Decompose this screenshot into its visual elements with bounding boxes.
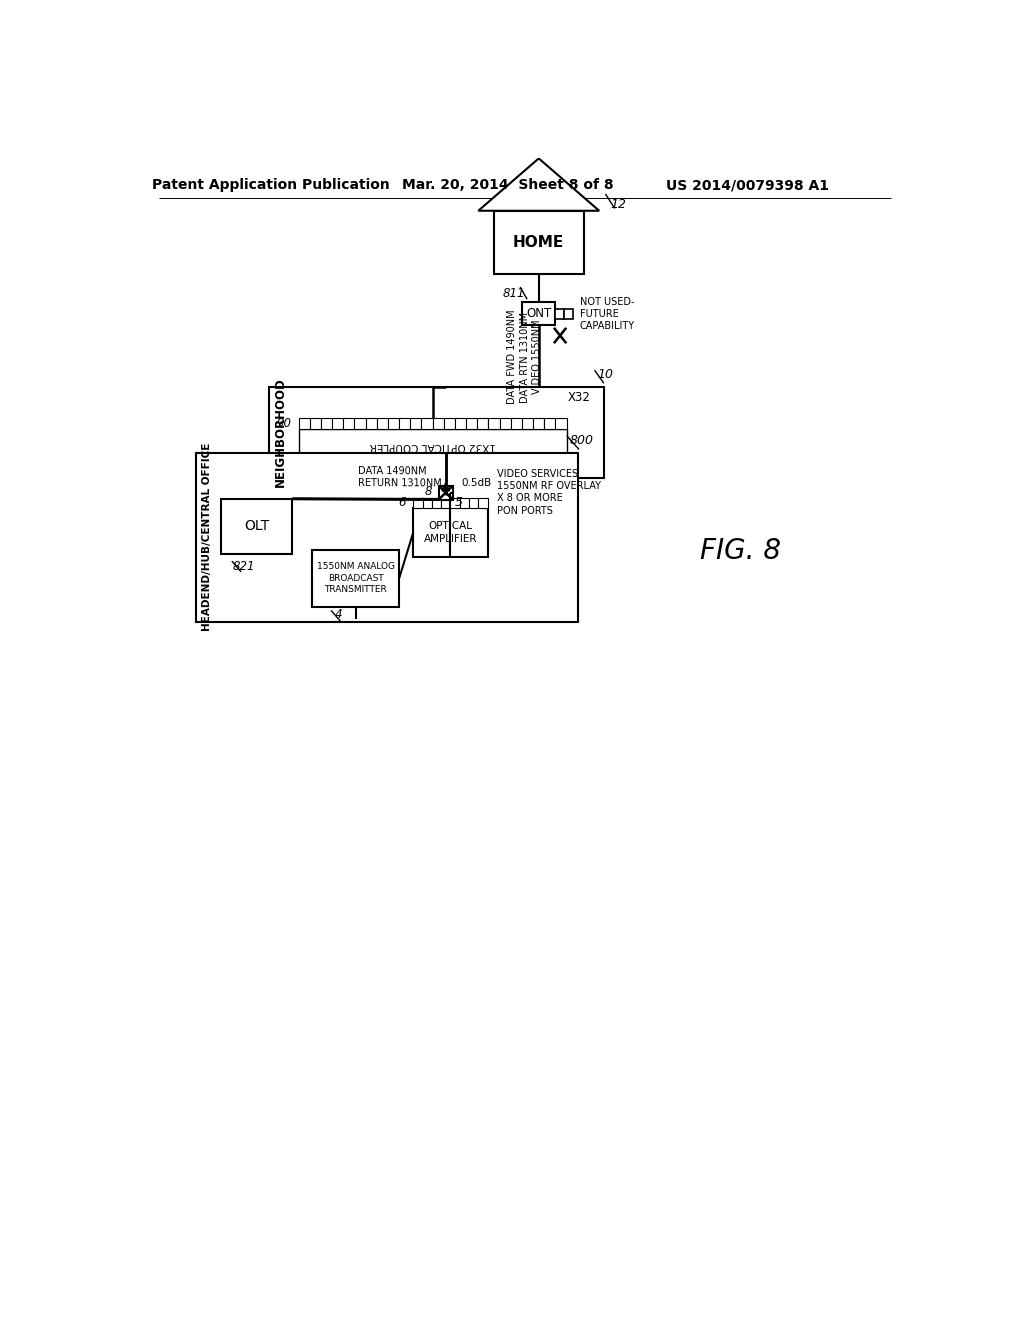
Text: FIG. 8: FIG. 8 (699, 537, 780, 565)
Text: 12: 12 (610, 198, 627, 211)
Text: ONT: ONT (526, 308, 551, 321)
Text: OPTICAL
AMPLIFIER: OPTICAL AMPLIFIER (424, 521, 477, 544)
Bar (511, 418, 522, 429)
Bar (422, 418, 432, 429)
Text: 90: 90 (276, 417, 292, 430)
Bar (197, 453, 578, 622)
Bar (414, 508, 487, 557)
Text: HEADEND/HUB/CENTRAL OFFICE: HEADEND/HUB/CENTRAL OFFICE (202, 444, 212, 631)
Text: NEIGHBORHOOD: NEIGHBORHOOD (273, 378, 287, 487)
Bar (399, 418, 411, 429)
Bar (343, 418, 354, 429)
Bar (321, 418, 332, 429)
Bar (494, 211, 584, 275)
Bar (564, 309, 572, 318)
Text: DATA 1490NM
RETURN 1310NM: DATA 1490NM RETURN 1310NM (357, 466, 441, 488)
Bar (332, 418, 343, 429)
Bar (534, 418, 545, 429)
Bar (269, 387, 604, 478)
Bar (312, 549, 399, 607)
Bar (354, 418, 366, 429)
Text: Mar. 20, 2014  Sheet 8 of 8: Mar. 20, 2014 Sheet 8 of 8 (402, 178, 613, 193)
Bar (460, 498, 469, 508)
Text: 1550NM ANALOG
BROADCAST
TRANSMITTER: 1550NM ANALOG BROADCAST TRANSMITTER (316, 562, 395, 594)
Bar (555, 309, 563, 318)
Bar (443, 418, 455, 429)
Bar (466, 418, 477, 429)
Bar (414, 498, 423, 508)
Bar (522, 302, 555, 326)
Text: US 2014/0079398 A1: US 2014/0079398 A1 (667, 178, 829, 193)
Bar (377, 418, 388, 429)
Text: 0.5dB: 0.5dB (461, 478, 492, 487)
Bar (299, 418, 309, 429)
Text: OLT: OLT (244, 520, 269, 533)
Bar (522, 418, 534, 429)
Text: 811: 811 (503, 286, 525, 300)
Text: 8: 8 (424, 484, 432, 498)
Bar (366, 418, 377, 429)
Text: 800: 800 (569, 434, 593, 446)
Text: VIDEO SERVICES
1550NM RF OVERLAY
X 8 OR MORE
PON PORTS: VIDEO SERVICES 1550NM RF OVERLAY X 8 OR … (497, 469, 601, 516)
Bar (488, 418, 500, 429)
Text: 5: 5 (455, 496, 463, 510)
Text: 10: 10 (597, 368, 613, 381)
Bar (309, 418, 321, 429)
Bar (432, 498, 441, 508)
Bar (477, 418, 488, 429)
Bar (455, 418, 466, 429)
Bar (469, 498, 478, 508)
Bar (432, 418, 443, 429)
Bar (299, 429, 566, 465)
Bar (478, 498, 487, 508)
Polygon shape (478, 158, 599, 211)
Bar (388, 418, 399, 429)
Text: 1X32 OPTICAL COUPLER: 1X32 OPTICAL COUPLER (370, 441, 496, 451)
Text: X32: X32 (567, 391, 591, 404)
Text: 821: 821 (233, 560, 256, 573)
Bar (423, 498, 432, 508)
Text: HOME: HOME (513, 235, 564, 249)
Bar (438, 486, 453, 499)
Bar (221, 499, 292, 554)
Bar (411, 418, 422, 429)
Bar (500, 418, 511, 429)
Bar (555, 418, 566, 429)
Bar (441, 498, 451, 508)
Text: Patent Application Publication: Patent Application Publication (153, 178, 390, 193)
Text: DATA FWD 1490NM
DATA RTN 1310NM
VIDEO 1550NM: DATA FWD 1490NM DATA RTN 1310NM VIDEO 15… (508, 310, 542, 404)
Text: 4: 4 (335, 607, 343, 620)
Bar (451, 498, 460, 508)
Text: NOT USED-
FUTURE
CAPABILITY: NOT USED- FUTURE CAPABILITY (580, 297, 635, 331)
Text: 6: 6 (398, 496, 407, 510)
Bar (545, 418, 555, 429)
